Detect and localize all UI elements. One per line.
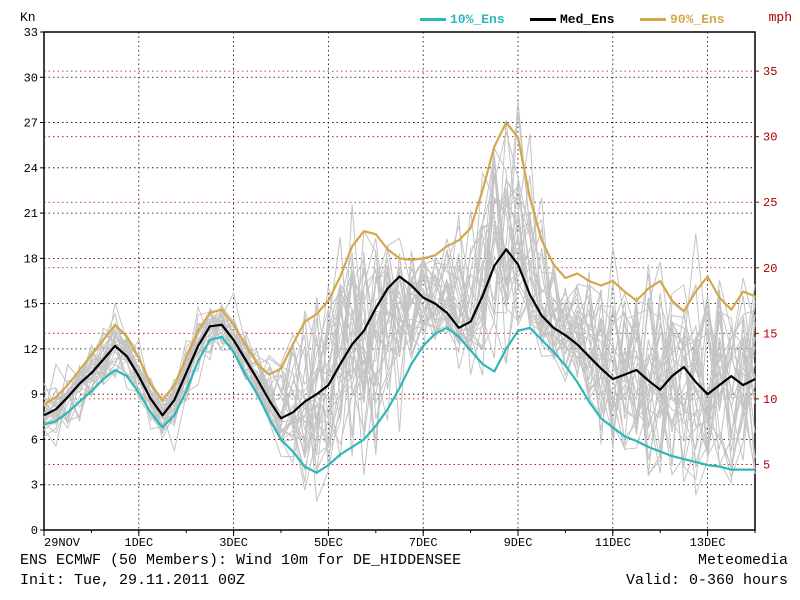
legend-swatch [530,18,556,21]
legend-swatch [640,18,666,21]
svg-text:5DEC: 5DEC [314,536,343,550]
svg-text:15: 15 [24,298,38,312]
legend-item: 10%_Ens [420,12,505,27]
svg-text:27: 27 [24,117,38,131]
right-axis-title: mph [769,10,792,25]
footer-line1-left: ENS ECMWF (50 Members): Wind 10m for DE_… [20,552,461,569]
left-axis-title: Kn [20,10,36,25]
svg-text:15: 15 [763,327,777,341]
svg-text:5: 5 [763,458,770,472]
legend-item: Med_Ens [530,12,615,27]
svg-text:3DEC: 3DEC [219,536,248,550]
svg-text:10: 10 [763,393,777,407]
svg-text:30: 30 [24,71,38,85]
svg-text:30: 30 [763,131,777,145]
ensemble-members [44,101,755,501]
chart-svg: 0 3 6 9 12 15 18 21 24 27 30 33 5 10 15 20 25 30 35 29NOV 1D… [0,0,800,600]
footer-line1-right: Meteomedia [698,552,788,569]
legend-label: 10%_Ens [450,12,505,27]
svg-text:21: 21 [24,207,38,221]
legend-label: Med_Ens [560,12,615,27]
svg-text:9: 9 [31,388,38,402]
svg-text:1DEC: 1DEC [124,536,153,550]
svg-text:29NOV: 29NOV [44,536,81,550]
svg-text:0: 0 [31,524,38,538]
svg-text:7DEC: 7DEC [409,536,438,550]
svg-text:24: 24 [24,162,38,176]
svg-text:9DEC: 9DEC [504,536,533,550]
svg-text:12: 12 [24,343,38,357]
svg-text:13DEC: 13DEC [690,536,726,550]
svg-text:18: 18 [24,252,38,266]
svg-text:35: 35 [763,65,777,79]
svg-text:3: 3 [31,479,38,493]
svg-text:20: 20 [763,262,777,276]
legend-swatch [420,18,446,21]
footer-line2-right: Valid: 0-360 hours [626,572,788,589]
svg-text:33: 33 [24,26,38,40]
chart-root: 0 3 6 9 12 15 18 21 24 27 30 33 5 10 15 20 25 30 35 29NOV 1D… [0,0,800,600]
footer-line2-left: Init: Tue, 29.11.2011 00Z [20,572,245,589]
svg-text:11DEC: 11DEC [595,536,631,550]
legend-label: 90%_Ens [670,12,725,27]
svg-text:25: 25 [763,196,777,210]
svg-text:6: 6 [31,433,38,447]
legend-item: 90%_Ens [640,12,725,27]
